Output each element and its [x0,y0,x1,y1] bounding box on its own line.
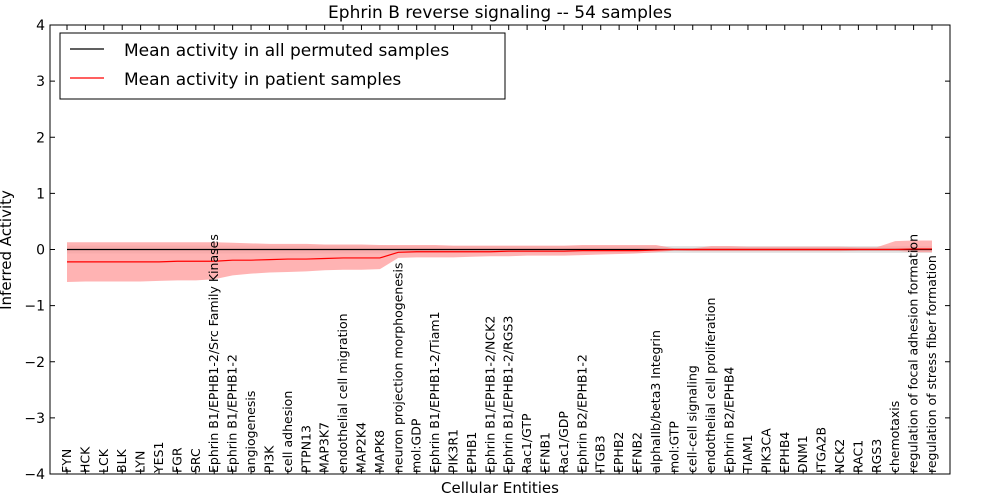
patient-mean-line [67,248,932,263]
x-category-label: chemotaxis [887,401,902,473]
x-category-label: PI3K [261,445,276,473]
x-category-label: ITGA2B [814,427,829,473]
x-category-label: DNM1 [795,435,810,473]
x-category-label: ITGB3 [593,435,608,473]
x-category-label: Ephrin B1/EPHB1-2/RGS3 [501,316,516,473]
x-category-label: FGR [169,447,184,473]
x-category-label: FYN [59,449,74,473]
x-category-label: RGS3 [869,439,884,473]
legend: Mean activity in all permuted samples Me… [59,32,506,100]
x-category-label: Ephrin B2/EPHB1-2 [574,354,589,473]
x-axis-label: Cellular Entities [441,479,559,497]
x-category-label: EFNB2 [630,432,645,473]
x-category-label: Rac1/GTP [519,413,534,473]
x-category-label: endothelial cell proliferation [703,298,718,473]
x-category-label: Ephrin B1/EPHB1-2/Src Family Kinases [206,234,221,473]
x-category-label: PTPN13 [298,425,313,473]
x-category-label: SRC [188,448,203,473]
x-category-label: cell-cell signaling [685,365,700,473]
x-category-label: MAP3K7 [317,422,332,473]
x-category-label: Ephrin B2/EPHB4 [722,367,737,473]
x-category-label: NCK2 [832,439,847,473]
x-category-label: HCK [77,446,92,473]
y-tick-label: 0 [36,243,45,259]
x-category-label: MAP2K4 [353,422,368,473]
x-category-label: PIK3R1 [445,429,460,473]
x-category-label: EPHB2 [611,432,626,473]
x-category-label: mol:GDP [409,418,424,473]
x-category-label: BLK [114,448,129,473]
x-category-label: Rac1/GDP [556,411,571,473]
y-tick-label: −3 [24,411,45,427]
legend-label-permuted: Mean activity in all permuted samples [124,41,449,61]
y-tick-label: 2 [36,130,45,146]
x-category-label: mol:GTP [666,421,681,473]
x-category-label: neuron projection morphogenesis [390,262,405,473]
y-tick-label: −4 [24,467,45,483]
x-category-label: cell adhesion [280,391,295,473]
x-category-label: MAPK8 [372,430,387,473]
x-category-label: endothelial cell migration [335,313,350,473]
x-category-label: LYN [133,451,148,473]
x-category-label: alphaIIb/beta3 Integrin [648,330,663,473]
x-category-label: EPHB4 [777,432,792,473]
x-category-label: regulation of stress fiber formation [924,255,939,473]
x-category-label: TIAM1 [740,434,755,474]
x-category-label: angiogenesis [243,391,258,473]
y-tick-label: 3 [36,74,45,90]
patient-confidence-band [67,240,932,283]
x-category-label: YES1 [151,442,166,474]
y-tick-label: 4 [36,18,45,34]
y-tick-label: −2 [24,355,45,371]
x-category-label: RAC1 [850,440,865,473]
x-category-label: regulation of focal adhesion formation [906,234,921,473]
x-category-label: EFNB1 [538,432,553,473]
x-category-label: Ephrin B1/EPHB1-2/NCK2 [482,316,497,473]
x-category-label: LCK [96,448,111,473]
x-category-label: Ephrin B1/EPHB1-2 [225,354,240,473]
chart-title: Ephrin B reverse signaling -- 54 samples [328,3,672,23]
legend-box [59,32,506,100]
y-tick-label: −1 [24,299,45,315]
x-category-label: EPHB1 [464,432,479,473]
x-category-label: PIK3CA [758,428,773,473]
legend-label-patient: Mean activity in patient samples [124,70,401,90]
y-axis-label: Inferred Activity [0,190,15,310]
x-category-label: Ephrin B1/EPHB1-2/Tiam1 [427,311,442,473]
y-tick-label: 1 [36,186,45,202]
